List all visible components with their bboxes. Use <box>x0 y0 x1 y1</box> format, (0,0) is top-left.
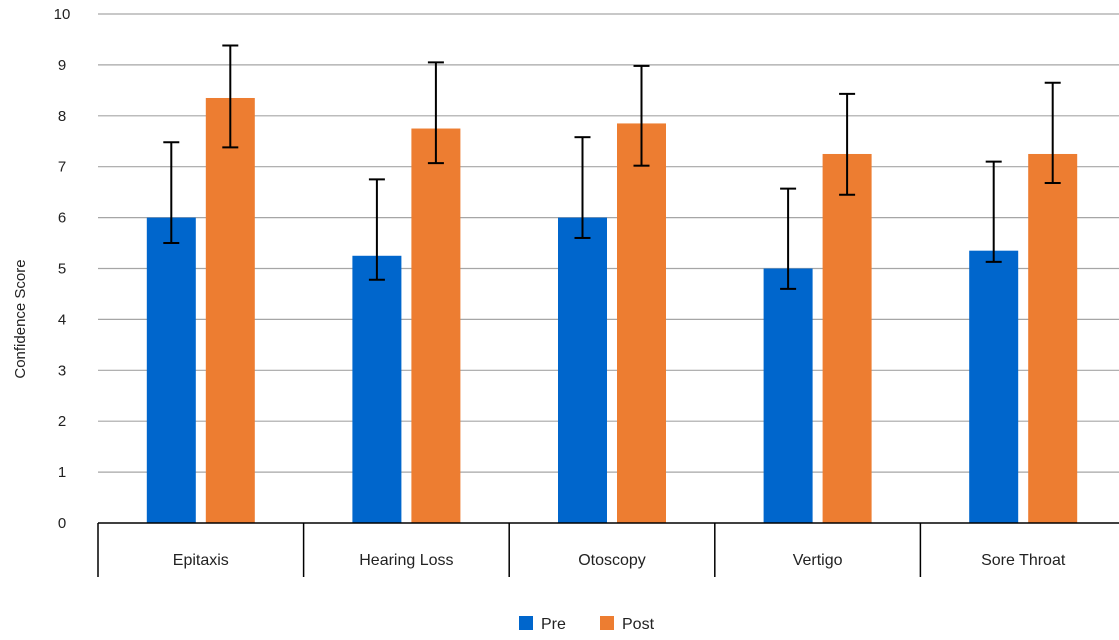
y-tick-label: 7 <box>58 159 66 176</box>
x-category-label: Hearing Loss <box>359 552 453 569</box>
error-bar-post-4 <box>1044 81 1061 184</box>
bars <box>146 97 1078 524</box>
x-axis-category-labels: Epitaxis Hearing Loss Otoscopy Vertigo Sore … <box>173 552 1066 569</box>
error-bar-pre-1 <box>368 178 385 281</box>
legend-label: Post <box>622 616 655 633</box>
error-bar-post-1 <box>427 61 444 165</box>
error-bar-pre-2 <box>574 136 591 239</box>
y-tick-label: 2 <box>58 413 66 430</box>
axes <box>97 522 1119 577</box>
y-tick-label: 8 <box>58 108 66 125</box>
bar-post-1 <box>411 128 461 523</box>
bar-post-2 <box>617 123 666 523</box>
x-category-label: Sore Throat <box>981 552 1066 569</box>
x-category-label: Epitaxis <box>173 552 229 569</box>
y-axis-tick-labels: 0 1 2 3 4 5 6 7 8 9 10 <box>54 6 71 532</box>
y-axis-title: Confidence Score <box>12 259 29 378</box>
legend-swatch <box>600 616 614 630</box>
bar-pre-4 <box>969 250 1019 523</box>
bar-post-4 <box>1028 153 1078 523</box>
legend: Pre Post <box>519 616 655 633</box>
y-tick-label: 4 <box>58 311 66 328</box>
y-tick-label: 9 <box>58 57 66 74</box>
y-tick-label: 3 <box>58 362 66 379</box>
gridlines <box>98 13 1119 473</box>
x-category-label: Vertigo <box>793 552 843 569</box>
error-bar-post-3 <box>839 92 856 196</box>
error-bar-pre-3 <box>780 187 797 290</box>
error-bar-post-2 <box>633 64 650 167</box>
y-tick-label: 1 <box>58 464 66 481</box>
bar-pre-1 <box>352 255 402 523</box>
error-bar-pre-0 <box>163 141 180 245</box>
legend-swatch <box>519 616 533 630</box>
error-bars <box>163 44 1061 290</box>
error-bar-pre-4 <box>985 160 1002 263</box>
bar-pre-3 <box>763 268 813 523</box>
legend-label: Pre <box>541 616 566 633</box>
error-bar-post-0 <box>222 44 239 149</box>
y-tick-label: 0 <box>58 515 66 532</box>
legend-item-post: Post <box>600 616 655 633</box>
y-tick-label: 6 <box>58 210 66 227</box>
y-tick-label: 5 <box>58 261 66 278</box>
x-category-label: Otoscopy <box>578 552 646 569</box>
bar-post-0 <box>205 97 255 524</box>
legend-item-pre: Pre <box>519 616 566 633</box>
bar-pre-2 <box>558 217 607 523</box>
bar-post-3 <box>822 153 872 523</box>
y-tick-label: 10 <box>54 6 71 23</box>
bar-pre-0 <box>146 217 196 523</box>
